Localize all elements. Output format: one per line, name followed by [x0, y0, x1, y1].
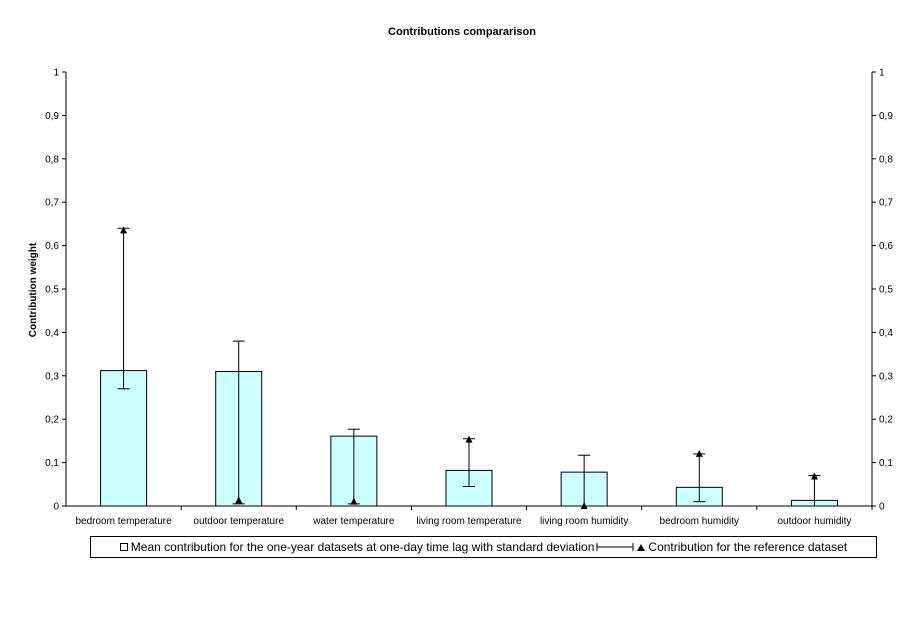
error-bar-icon: [596, 543, 634, 551]
x-tick-label: outdoor humidity: [777, 516, 851, 527]
chart-title: Contributions compararison: [388, 26, 536, 38]
y-tick-label-right: 0,8: [879, 154, 893, 165]
x-tick-label: water temperature: [312, 516, 395, 527]
y-tick-label-left: 0,1: [45, 458, 59, 469]
legend-label-reference: Contribution for the reference dataset: [648, 540, 848, 554]
x-tick-label: bedroom temperature: [75, 516, 172, 527]
reference-marker: [695, 449, 703, 457]
y-tick-label-right: 0,5: [879, 285, 893, 296]
x-tick-label: bedroom humidity: [660, 516, 739, 527]
y-tick-label-right: 0,1: [879, 458, 893, 469]
y-tick-label-left: 1: [53, 68, 59, 79]
x-tick-label: living room temperature: [416, 516, 521, 527]
y-axis-label: Contribution weight: [28, 242, 39, 337]
reference-marker: [235, 496, 243, 504]
legend-item-reference: Contribution for the reference dataset: [637, 540, 847, 554]
y-tick-label-left: 0,8: [45, 154, 59, 165]
y-tick-label-left: 0,2: [45, 415, 59, 426]
y-tick-label-right: 0: [879, 502, 885, 513]
y-tick-label-right: 0,4: [879, 328, 893, 339]
y-tick-label-left: 0,6: [45, 241, 59, 252]
x-tick-label: outdoor temperature: [193, 516, 284, 527]
y-tick-label-right: 0,9: [879, 111, 893, 122]
y-tick-label-right: 0,2: [879, 415, 893, 426]
y-tick-label-left: 0,4: [45, 328, 59, 339]
y-tick-label-right: 0,7: [879, 198, 893, 209]
legend: Mean contribution for the one-year datas…: [90, 536, 877, 558]
legend-label-mean: Mean contribution for the one-year datas…: [130, 540, 595, 554]
y-tick-label-right: 0,3: [879, 371, 893, 382]
reference-marker: [580, 502, 588, 509]
plot-area: 0 0 0,1 0,1 0,2 0,2 0,3 0,3 0,4 0,4 0,5 0,5 0,6 0,6 0,…: [45, 68, 893, 528]
reference-marker: [120, 226, 128, 234]
triangle-marker-icon: [637, 543, 646, 551]
y-tick-label-left: 0,7: [45, 198, 59, 209]
reference-marker: [810, 472, 818, 480]
y-tick-label-left: 0,3: [45, 371, 59, 382]
reference-marker: [350, 497, 358, 505]
y-tick-label-right: 0,6: [879, 241, 893, 252]
x-tick-label: living room humidity: [540, 516, 628, 527]
reference-marker: [465, 435, 473, 443]
y-tick-label-left: 0,9: [45, 111, 59, 122]
y-tick-label-right: 1: [879, 68, 885, 79]
y-tick-label-left: 0,5: [45, 285, 59, 296]
legend-item-mean: Mean contribution for the one-year datas…: [119, 540, 638, 554]
legend-square-icon: [119, 543, 128, 551]
y-tick-label-left: 0: [53, 502, 59, 513]
bar: [100, 370, 148, 507]
